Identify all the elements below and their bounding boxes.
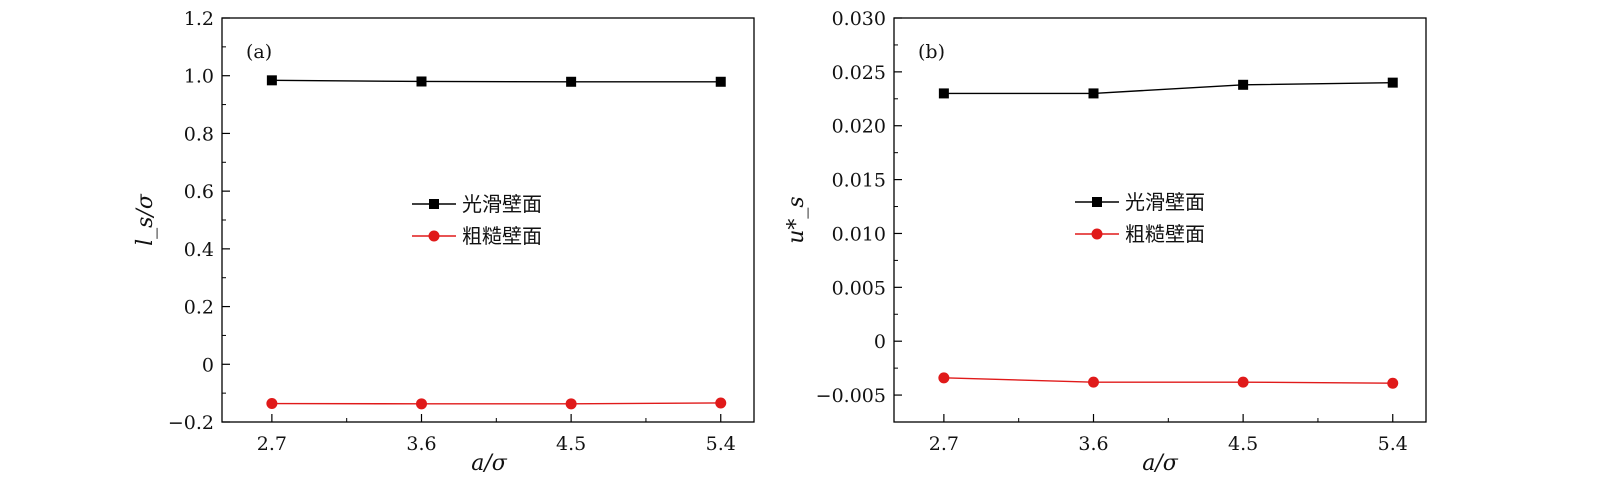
legend-label: 粗糙壁面 [1125,222,1205,246]
y-tick-label: 0 [874,331,886,353]
data-point-circle [1237,376,1249,388]
data-point-square [938,88,949,99]
y-tick-label: 1.2 [184,8,214,30]
panel-b: −0.005 0 0.005 0.010 0.015 0.020 0.025 0.030 2.7… [784,8,1427,476]
legend-label: 粗糙壁面 [462,224,542,248]
y-tick-label: −0.005 [816,385,886,407]
y-tick-label: 0.025 [832,62,886,84]
y-tick-label: 0.4 [184,239,214,261]
data-point-square [1088,88,1099,99]
series-line-1 [271,402,721,405]
y-tick-label: 1.0 [184,66,214,88]
legend-label: 光滑壁面 [1125,190,1205,214]
y-tick-label: 0.015 [832,170,886,192]
y-tick-label: 0.8 [184,123,214,145]
legend-marker-circle [428,230,440,242]
legend-marker-square [429,199,439,209]
data-point-circle [938,372,950,384]
data-point-circle [1088,376,1099,388]
data-point-circle [715,397,727,409]
x-tick-label: 5.4 [1378,433,1408,455]
x-tick-label: 3.6 [1078,433,1108,455]
y-axis-title: u*_s [784,196,809,243]
x-tick-label: 3.6 [406,433,436,455]
y-tick-label: 0.2 [184,297,214,319]
y-axis-title: l_s/σ [133,193,158,246]
legend-marker-square [1092,197,1102,207]
x-tick-label: 2.7 [929,433,959,455]
y-tick-label: 0 [202,354,214,376]
data-point-circle [266,398,278,410]
data-point-circle [1387,377,1399,389]
y-tick-label: 0.020 [832,116,886,138]
data-point-square [1238,79,1249,90]
x-tick-label: 4.5 [556,433,586,455]
data-point-circle [565,398,577,410]
data-point-square [266,75,277,86]
series-line-1 [943,377,1393,384]
series-line-0 [271,79,721,83]
data-point-square [715,76,726,87]
y-tick-label: 0.030 [832,8,886,30]
y-tick-label: 0.6 [184,181,214,203]
y-tick-label: 0.010 [832,223,886,245]
series-line-0 [943,81,1393,95]
legend-label: 光滑壁面 [462,192,542,216]
data-point-square [566,76,577,87]
legend-marker-circle [1091,228,1103,240]
panel-a: −0.2 0 0.2 0.4 0.6 0.8 1.0 1.2 2.7 3.6 4.5 5.4 a/σ l_… [133,8,755,476]
plot-frame [221,17,755,423]
panel-label: (a) [246,41,272,63]
x-tick-label: 2.7 [257,433,287,455]
x-axis-title: a/σ [1142,451,1179,476]
data-point-circle [416,398,427,410]
x-axis-title: a/σ [471,451,508,476]
x-tick-label: 5.4 [706,433,736,455]
panel-label: (b) [918,41,945,63]
x-tick-label: 4.5 [1228,433,1258,455]
plot-frame [893,17,1427,423]
y-tick-label: −0.2 [168,412,214,434]
data-point-square [416,76,427,87]
data-point-square [1387,77,1398,88]
y-tick-label: 0.005 [832,277,886,299]
